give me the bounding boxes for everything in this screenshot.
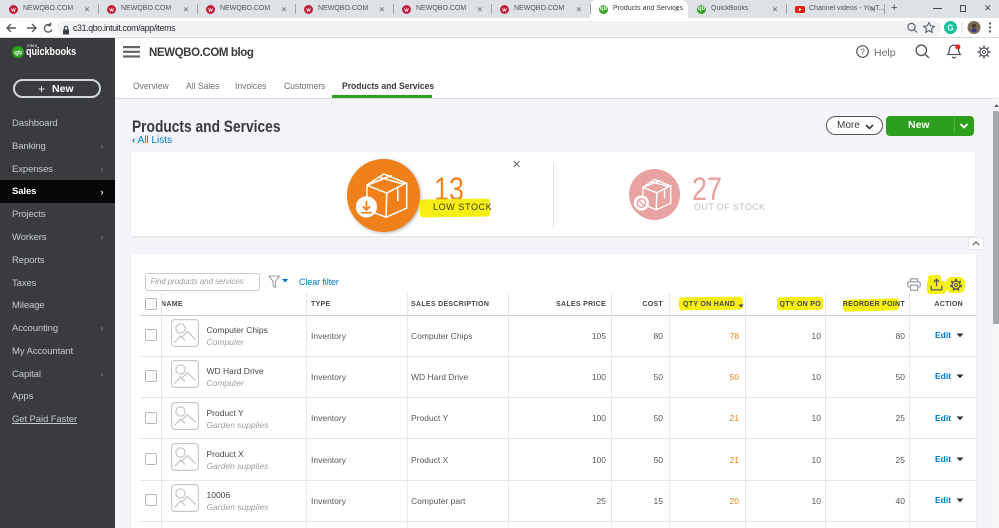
svg-text:?: ? — [860, 48, 865, 57]
svg-text:qb: qb — [14, 49, 22, 56]
svg-text:G: G — [947, 23, 953, 32]
